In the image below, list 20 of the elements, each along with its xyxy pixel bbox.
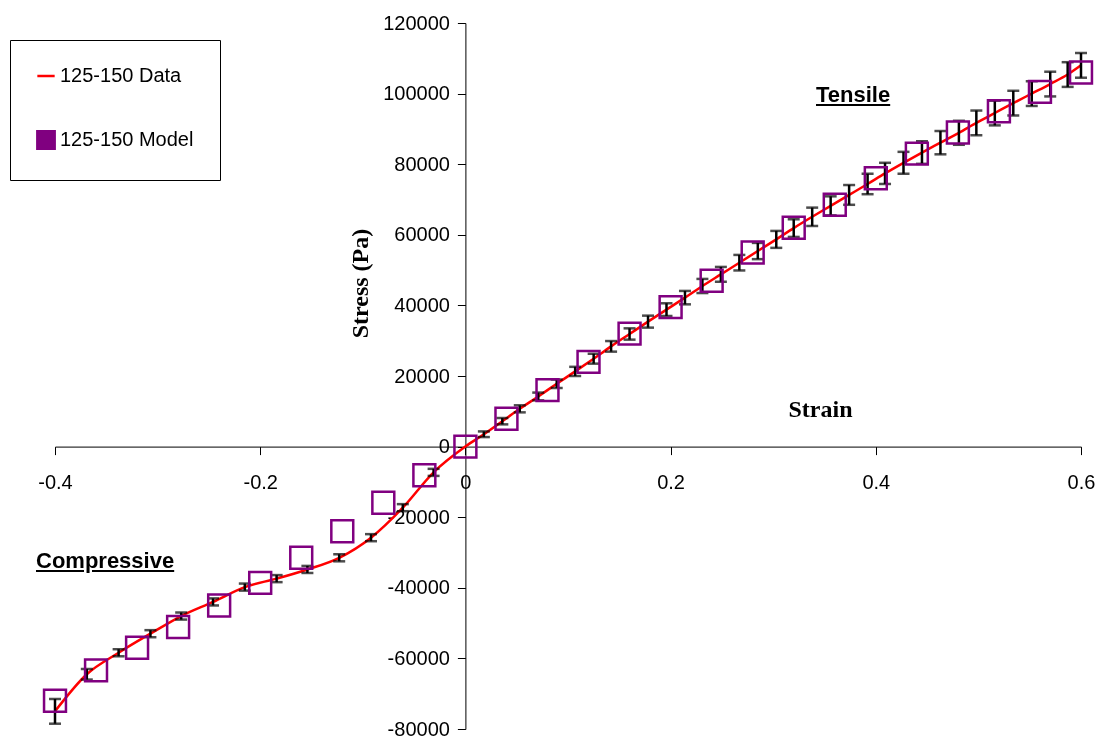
- annotation: Tensile: [816, 82, 891, 108]
- y-axis-title: Stress (Pa): [347, 228, 374, 339]
- y-tick-label: -40000: [387, 576, 450, 599]
- y-tick-label: 80000: [394, 152, 450, 175]
- y-tick-label: 20000: [394, 364, 450, 387]
- x-tick-label: -0.2: [243, 471, 278, 494]
- y-tick-label: 60000: [394, 223, 450, 246]
- x-tick-label: 0.2: [657, 471, 686, 494]
- legend-label: 125-150 Model: [60, 128, 194, 150]
- y-tick-label: 40000: [394, 293, 450, 316]
- x-tick-label: -0.4: [38, 471, 73, 494]
- x-tick-label: 0.4: [862, 471, 891, 494]
- annotation: Compressive: [36, 548, 175, 574]
- y-tick-label: 100000: [383, 82, 450, 105]
- y-tick-label: -60000: [387, 646, 450, 669]
- y-tick-label: -80000: [387, 717, 450, 740]
- x-tick-label: 0.6: [1067, 471, 1096, 494]
- y-tick-label: 120000: [383, 11, 450, 34]
- x-axis-title: Strain: [788, 396, 853, 423]
- legend-label: 125-150 Data: [60, 64, 183, 86]
